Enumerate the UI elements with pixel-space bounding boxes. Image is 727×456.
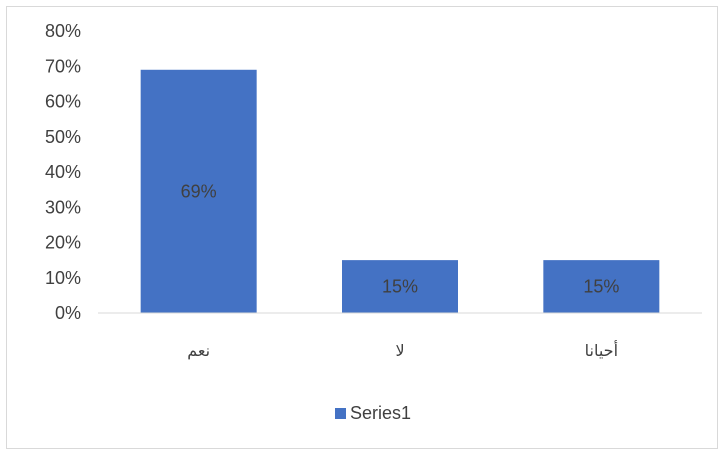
y-axis: 0% 10% 20% 30% 40% 50% 60% 70% 80%: [45, 21, 81, 323]
legend: Series1: [335, 403, 411, 423]
legend-label: Series1: [350, 403, 411, 423]
bar: [543, 260, 660, 313]
y-tick-label: 60%: [45, 92, 81, 112]
data-labels: 69% 15% 15%: [181, 181, 620, 296]
y-tick-label: 40%: [45, 162, 81, 182]
y-tick-label: 20%: [45, 233, 81, 253]
bar: [140, 69, 257, 314]
data-label: 69%: [181, 181, 217, 201]
y-tick-label: 70%: [45, 56, 81, 76]
bar: [342, 260, 458, 313]
data-label: 15%: [382, 277, 418, 297]
y-tick-label: 80%: [45, 21, 81, 41]
y-tick-label: 0%: [55, 303, 81, 323]
x-category-label: لا: [395, 341, 404, 360]
y-tick-label: 30%: [45, 197, 81, 217]
chart-frame: [6, 6, 718, 449]
legend-swatch: [335, 408, 346, 419]
data-label: 15%: [583, 277, 619, 297]
x-axis: نعم لا أحيانا: [98, 312, 702, 360]
y-tick-label: 10%: [45, 268, 81, 288]
x-category-label: أحيانا: [585, 340, 618, 360]
y-tick-label: 50%: [45, 127, 81, 147]
bars: [140, 69, 660, 314]
x-category-label: نعم: [187, 341, 210, 360]
